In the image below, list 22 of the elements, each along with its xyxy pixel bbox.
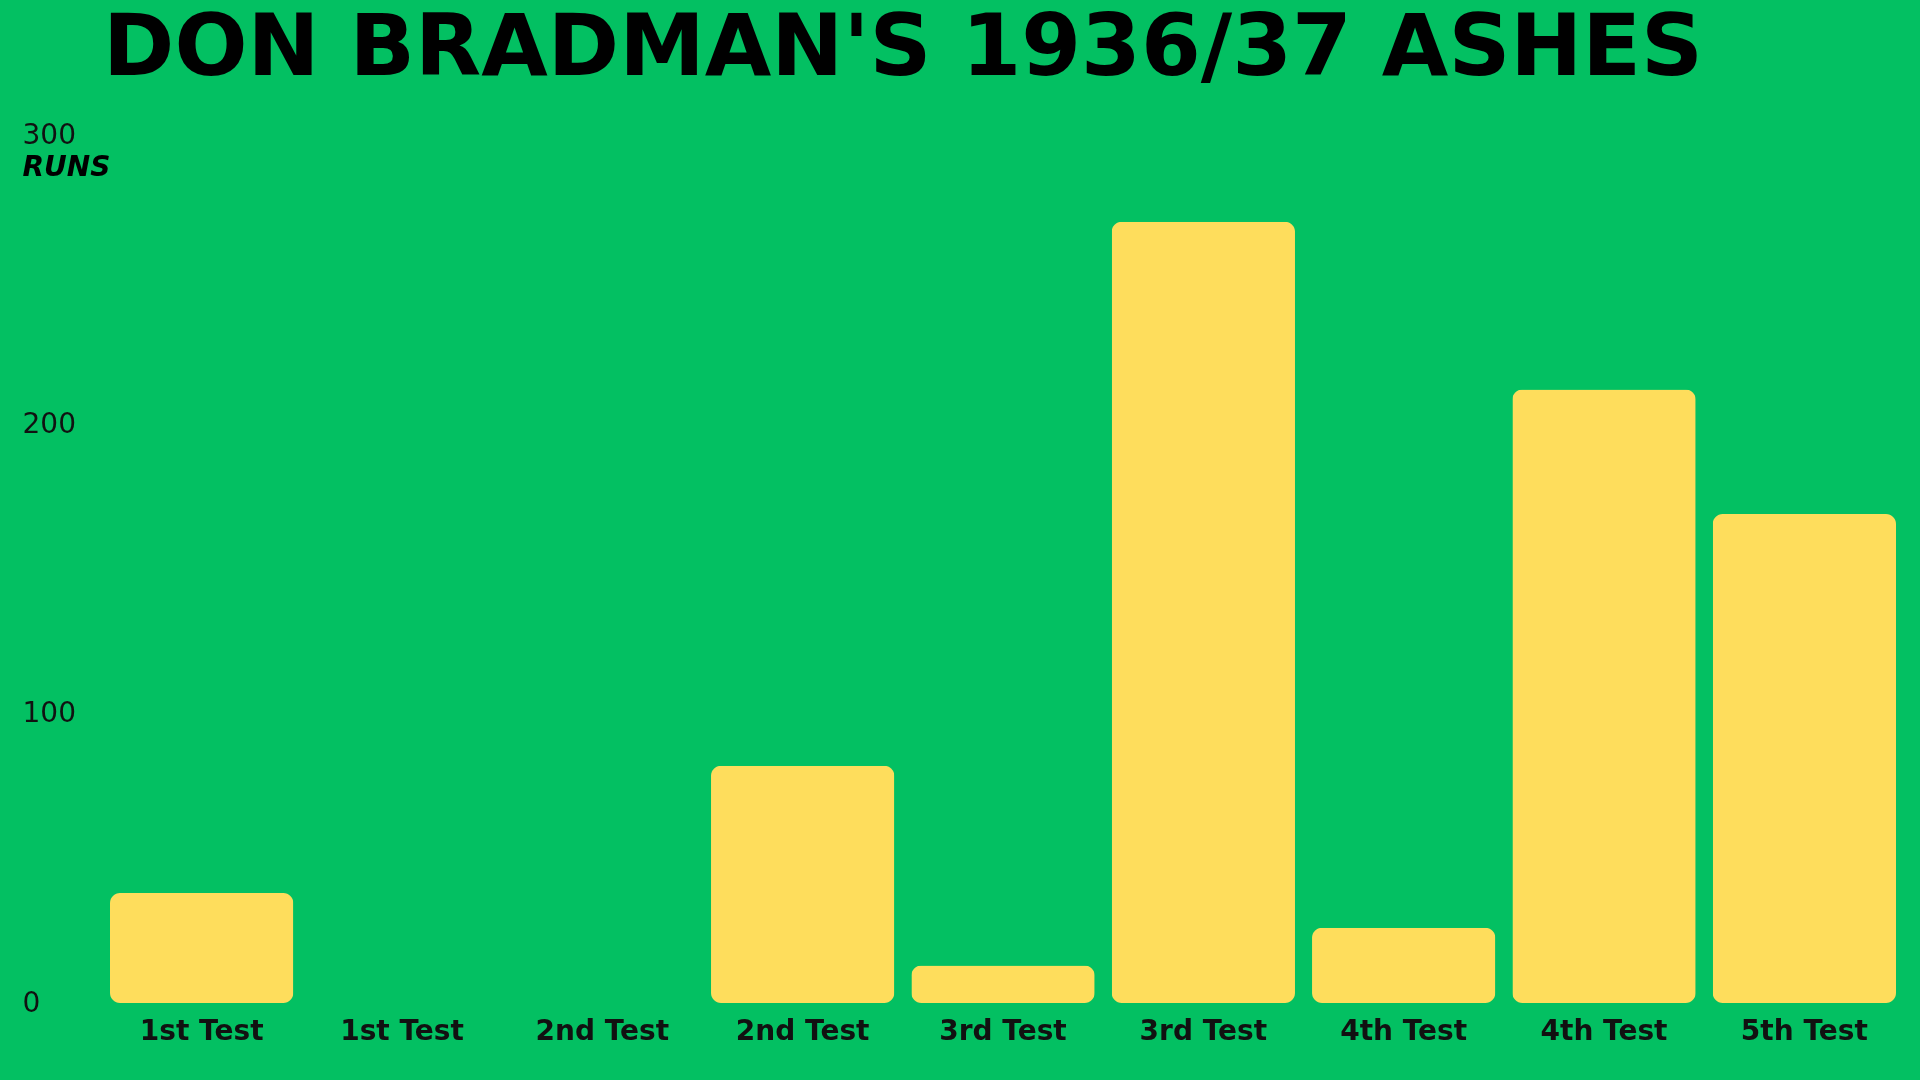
chart-title: DON BRADMAN'S 1936/37 ASHES — [103, 0, 1703, 95]
x-tick-label: 3rd Test — [939, 1013, 1067, 1047]
y-tick-label: 300 — [22, 117, 76, 151]
y-tick-label: 200 — [22, 406, 76, 440]
bar — [911, 965, 1095, 1003]
x-tick-label: 1st Test — [139, 1013, 264, 1047]
x-tick-label: 2nd Test — [535, 1013, 670, 1047]
bar — [1512, 389, 1696, 1003]
x-tick-label: 1st Test — [340, 1013, 464, 1047]
y-axis-title: RUNS — [22, 149, 111, 183]
bar — [1312, 927, 1496, 1003]
bar — [110, 893, 294, 1003]
bar — [711, 765, 895, 1003]
bar — [1712, 514, 1896, 1003]
y-tick-label: 100 — [22, 696, 76, 730]
y-tick-label: 0 — [22, 985, 41, 1019]
x-tick-label: 2nd Test — [735, 1013, 870, 1047]
x-tick-label: 3rd Test — [1139, 1013, 1268, 1047]
x-tick-label: 5th Test — [1740, 1013, 1868, 1047]
x-tick-label: 4th Test — [1340, 1013, 1468, 1047]
x-tick-label: 4th Test — [1540, 1013, 1668, 1047]
bar — [1111, 221, 1295, 1003]
